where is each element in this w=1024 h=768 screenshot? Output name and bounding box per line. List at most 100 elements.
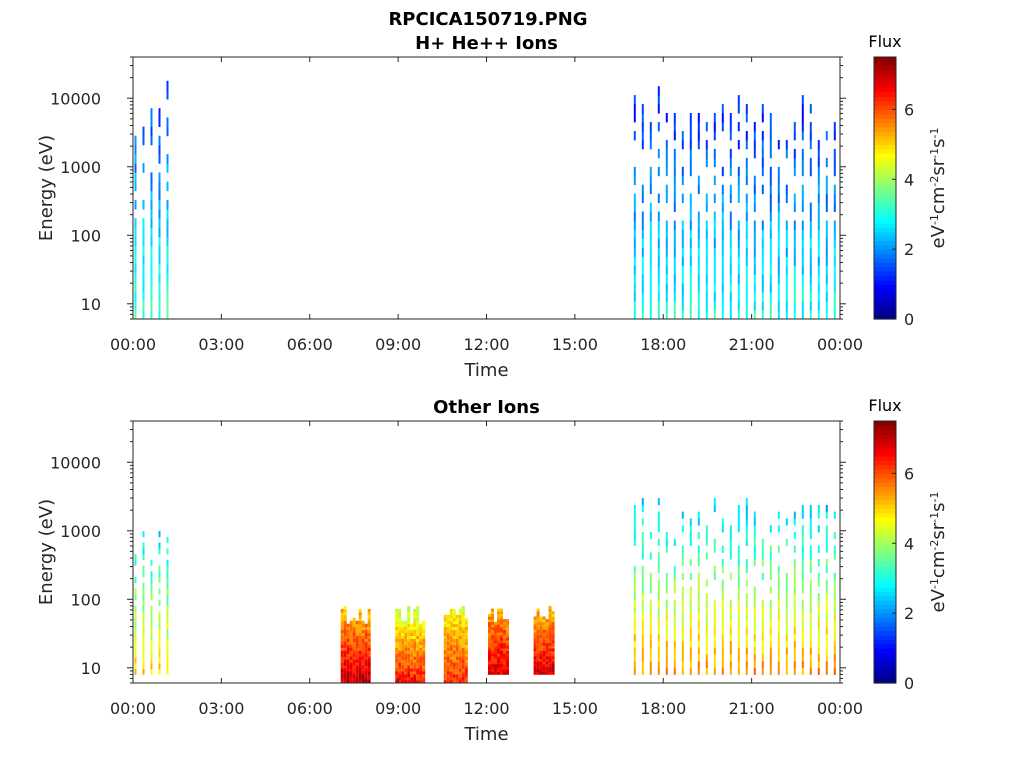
flux-cell	[777, 166, 780, 177]
colorbar-frame	[873, 56, 897, 320]
flux-cell	[641, 301, 644, 311]
flux-cell	[449, 632, 453, 636]
flux-cell	[769, 613, 772, 621]
colorbar-cell	[874, 253, 896, 259]
flux-cell	[497, 645, 500, 649]
flux-cell	[358, 653, 362, 657]
flux-cell	[500, 671, 503, 675]
colorbar-cell	[874, 74, 896, 80]
flux-cell	[697, 559, 700, 567]
flux-cell	[633, 247, 636, 257]
flux-cell	[355, 641, 359, 645]
flux-cell	[833, 184, 836, 195]
flux-cell	[349, 680, 353, 684]
flux-cell	[166, 663, 169, 670]
flux-cell	[545, 640, 549, 644]
flux-cell	[777, 283, 780, 293]
flux-cell	[166, 582, 169, 589]
flux-cell	[793, 633, 796, 641]
flux-cell	[416, 620, 420, 625]
flux-cell	[461, 611, 465, 616]
colorbar-cell	[874, 78, 896, 84]
flux-cell	[461, 635, 465, 639]
flux-cell	[641, 654, 644, 662]
flux-cell	[809, 122, 812, 132]
flux-cell	[721, 211, 724, 221]
flux-cell	[398, 611, 402, 616]
flux-cell	[455, 671, 459, 675]
flux-cell	[705, 247, 708, 257]
flux-cell	[343, 668, 347, 672]
colorbar-cell	[874, 447, 896, 453]
flux-cell	[761, 292, 764, 302]
flux-cell	[665, 229, 668, 239]
flux-cell	[657, 518, 660, 526]
flux-cell	[633, 518, 636, 526]
flux-cell	[542, 637, 546, 641]
flux-cell	[533, 634, 537, 638]
flux-cell	[793, 606, 796, 614]
flux-cell	[413, 614, 417, 619]
flux-cell	[809, 274, 812, 284]
flux-cell	[455, 614, 459, 619]
flux-cell	[488, 613, 491, 617]
flux-cell	[785, 193, 788, 203]
flux-cell	[657, 647, 660, 655]
flux-cell	[713, 274, 716, 284]
flux-cell	[533, 663, 537, 667]
flux-cell	[142, 135, 145, 146]
flux-cell	[398, 629, 402, 633]
flux-cell	[506, 627, 509, 630]
flux-cell	[673, 599, 676, 607]
colorbar-cell	[874, 473, 896, 479]
flux-cell	[422, 647, 426, 651]
flux-cell	[777, 660, 780, 669]
flux-cell	[777, 654, 780, 662]
flux-cell	[689, 627, 692, 635]
flux-cell	[689, 274, 692, 284]
flux-cell	[401, 650, 405, 654]
flux-cell	[761, 572, 764, 580]
flux-cell	[542, 656, 546, 659]
flux-cell	[416, 647, 420, 651]
flux-cell	[542, 661, 546, 665]
flux-cell	[801, 606, 804, 614]
flux-cell	[737, 184, 740, 195]
flux-cell	[817, 545, 820, 553]
flux-cell	[833, 301, 836, 311]
flux-cell	[340, 611, 344, 616]
flux-cell	[500, 619, 503, 623]
flux-cell	[641, 292, 644, 302]
flux-cell	[142, 617, 145, 624]
flux-cell	[777, 572, 780, 580]
flux-cell	[697, 310, 700, 320]
flux-cell	[729, 667, 732, 675]
flux-cell	[793, 532, 796, 540]
flux-cell	[825, 193, 828, 203]
flux-cell	[542, 658, 546, 662]
flux-cell	[713, 633, 716, 641]
flux-cell	[158, 117, 161, 127]
flux-cell	[681, 593, 684, 601]
flux-cell	[817, 184, 820, 195]
flux-cell	[649, 606, 652, 614]
flux-cell	[343, 611, 347, 616]
flux-cell	[641, 620, 644, 628]
colorbar-cell	[874, 183, 896, 189]
flux-cell	[455, 668, 459, 672]
flux-cell	[713, 627, 716, 635]
flux-cell	[461, 617, 465, 622]
flux-cell	[464, 638, 468, 642]
flux-cell	[413, 674, 417, 678]
flux-cell	[355, 659, 359, 663]
flux-cell	[452, 671, 456, 675]
flux-cell	[449, 656, 453, 660]
flux-cell	[461, 650, 465, 654]
flux-cell	[494, 656, 497, 659]
flux-cell	[785, 606, 788, 614]
flux-cell	[793, 283, 796, 293]
flux-cell	[443, 647, 447, 651]
flux-cell	[452, 680, 456, 684]
flux-cell	[500, 663, 503, 667]
flux-cell	[825, 202, 828, 212]
